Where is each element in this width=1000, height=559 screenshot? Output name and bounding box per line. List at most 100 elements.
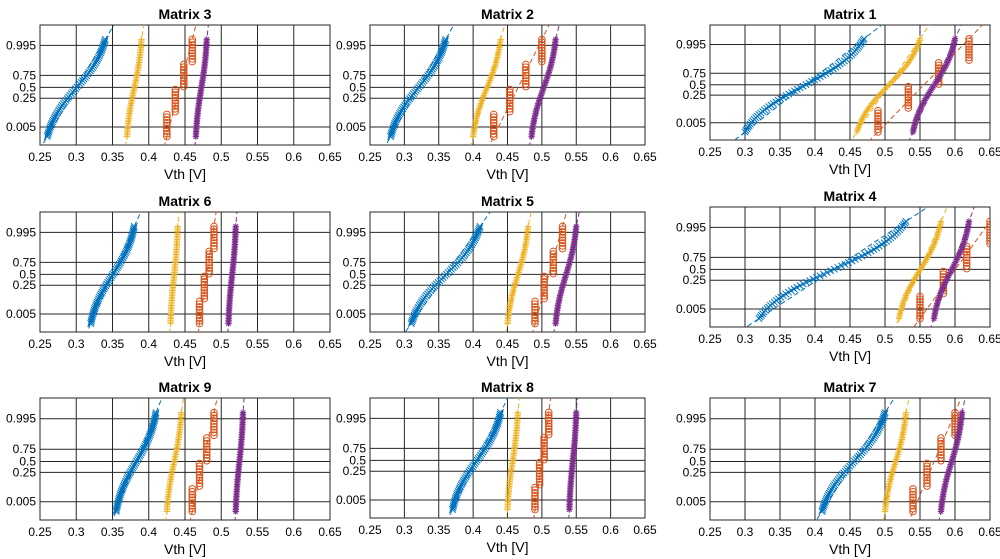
marker-blue [118,255,126,263]
marker-purple [948,265,956,273]
marker-orange [163,110,171,119]
marker-purple [947,51,954,58]
x-tick-label: 0.4 [140,150,157,164]
marker-purple [919,100,927,107]
chart-panel-9: 0.25 0.3 0.35 0.4 0.45 0.5 0.55 0.6 0.65 0.995 0.7… [676,379,1000,557]
marker-blue [487,435,495,443]
marker-blue [825,489,833,497]
x-tick-label: 0.65 [633,523,657,537]
marker-purple [918,103,925,110]
marker-blue [841,260,849,268]
y-tick-label: 0.25 [13,465,37,479]
marker-blue [98,288,106,296]
x-tick-label: 0.55 [565,150,589,164]
marker-blue [126,469,134,477]
marker-blue [99,287,107,295]
marker-orange [210,408,218,417]
marker-orange [505,96,514,105]
marker-blue [124,472,132,480]
fit-line-blue [404,212,491,332]
marker-orange [965,37,973,46]
marker-purple [958,244,966,251]
marker-purple [948,459,955,467]
marker-orange [489,121,498,130]
marker-yellow [524,223,532,230]
chart-title: Matrix 1 [824,6,877,22]
marker-blue [135,452,143,460]
marker-orange [171,93,180,102]
marker-orange [188,487,197,496]
fit-line-purple [930,207,975,327]
marker-orange [489,116,498,124]
marker-orange [962,262,971,270]
marker-orange [179,80,188,88]
marker-orange [937,445,945,454]
marker-orange [937,454,945,462]
y-tick-label: 0.75 [343,441,367,455]
x-tick-label: 0.4 [807,332,824,346]
marker-orange [535,475,544,483]
marker-blue [873,429,881,437]
marker-orange [904,88,913,96]
x-tick-label: 0.3 [68,150,85,164]
x-tick-label: 0.6 [602,150,619,164]
marker-purple [954,254,961,261]
marker-purple [941,64,949,71]
x-tick-label: 0.6 [602,523,619,537]
marker-orange [210,230,218,239]
marker-orange [558,225,567,233]
marker-blue [497,408,505,416]
fit-line-orange [197,212,217,332]
marker-purple [947,461,954,468]
marker-purple [541,82,548,89]
marker-orange [531,491,539,500]
marker-orange [210,431,218,440]
marker-purple [958,246,965,253]
marker-purple [918,101,926,109]
marker-purple [965,218,973,225]
x-tick-label: 0.5 [213,337,230,351]
marker-orange [916,298,924,306]
marker-orange [179,60,188,69]
marker-orange [916,306,924,315]
marker-blue [51,113,59,121]
marker-orange [163,113,171,121]
marker-orange [179,74,188,83]
y-tick-label: 0.25 [13,278,37,292]
x-tick-label: 0.25 [28,337,52,351]
x-tick-label: 0.5 [213,150,230,164]
marker-orange [549,255,558,264]
marker-orange [538,46,546,55]
fit-line-orange [489,25,550,145]
marker-orange [202,445,211,454]
chart-panel-4: 0.25 0.3 0.35 0.4 0.45 0.5 0.55 0.6 0.65 0.995 0.7… [6,193,342,369]
x-tick-label: 0.65 [978,525,1000,539]
marker-purple [937,289,945,296]
marker-yellow [178,409,185,416]
marker-yellow [871,97,878,104]
marker-purple [952,257,960,265]
marker-orange [195,476,204,485]
marker-yellow [893,73,901,80]
chart-title: Matrix 3 [159,6,212,22]
chart-panel-6: 0.25 0.3 0.35 0.4 0.45 0.5 0.55 0.6 0.65 0.995 0.7… [676,188,1000,364]
marker-orange [210,244,218,253]
data-layer [404,212,580,332]
marker-orange [965,50,973,59]
marker-orange [210,425,218,434]
x-tick-label: 0.45 [173,525,197,539]
marker-orange [210,236,218,245]
marker-yellow [889,78,896,85]
x-tick-label: 0.35 [101,150,125,164]
fit-line-purple [528,25,560,145]
marker-purple [940,65,948,72]
marker-orange [937,448,945,456]
x-tick-label: 0.55 [908,145,932,159]
marker-orange [505,91,514,99]
marker-blue [834,263,842,272]
marker-yellow [856,120,863,128]
marker-orange [200,280,209,289]
marker-purple [535,98,542,106]
marker-purple [537,93,544,101]
marker-orange [531,300,539,308]
